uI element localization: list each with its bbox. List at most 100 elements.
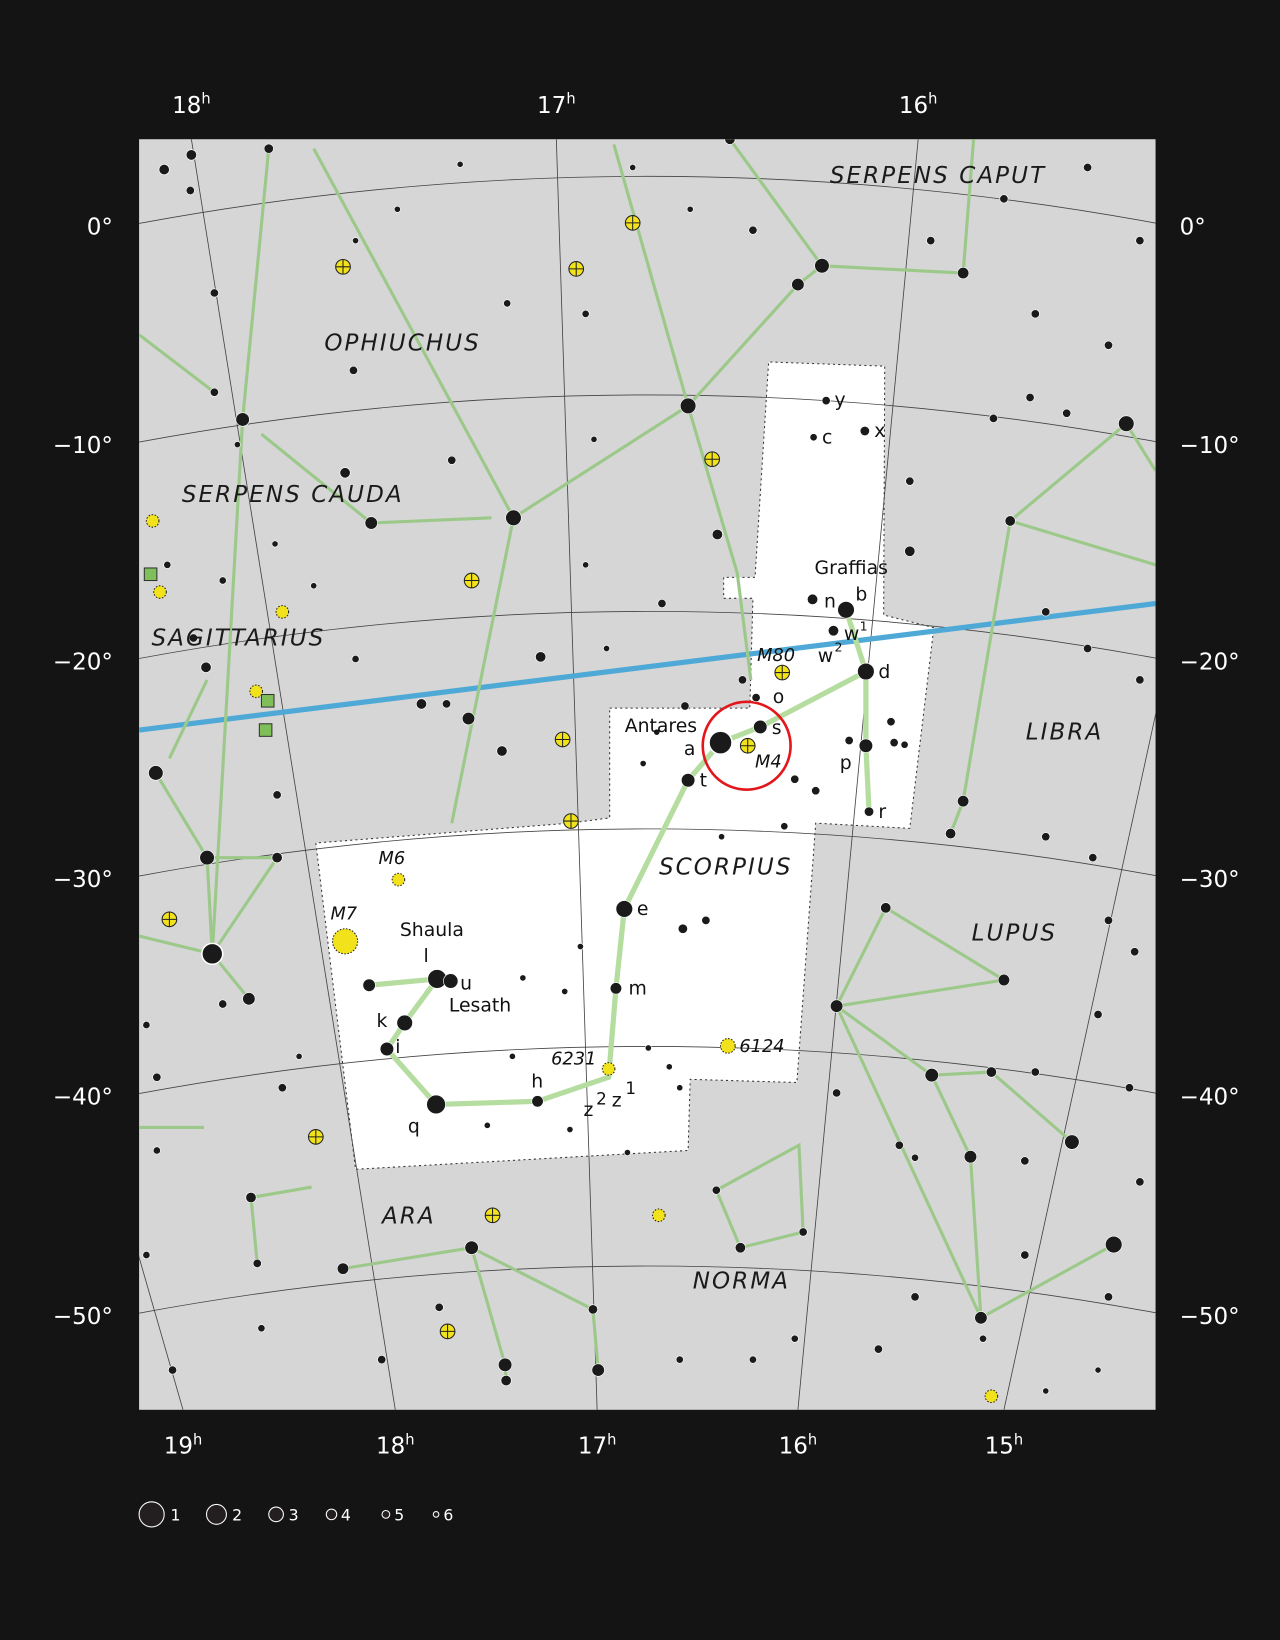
star — [748, 225, 758, 235]
star-name-shaula: Shaula — [400, 920, 464, 941]
star — [1020, 1250, 1030, 1260]
ra-bottom-label: 17h — [578, 1431, 617, 1459]
coordinate-grid — [139, 139, 1156, 1410]
dec-label-left: −20° — [53, 649, 113, 675]
constellation-line — [450, 517, 516, 824]
star — [188, 633, 198, 643]
star — [830, 999, 844, 1013]
star — [590, 435, 598, 443]
legend-label: 3 — [289, 1506, 299, 1525]
constellation-scorpius: SCORPIUS — [659, 854, 793, 880]
object-m6: M6 — [379, 849, 406, 869]
constellation-serpens-cauda: SERPENS CAUDA — [182, 482, 404, 508]
star — [679, 397, 697, 415]
star — [1025, 393, 1035, 403]
star — [257, 1324, 266, 1333]
star — [1042, 1387, 1050, 1395]
star — [858, 738, 873, 753]
star — [624, 1149, 631, 1156]
star — [500, 1374, 512, 1387]
star — [245, 1191, 257, 1204]
greek-label: n — [824, 592, 836, 613]
star — [218, 999, 228, 1009]
greek-label: 1 — [625, 1078, 636, 1098]
star — [711, 1185, 721, 1195]
constellation-line — [139, 333, 216, 394]
star — [582, 561, 590, 569]
star — [142, 1251, 151, 1260]
greek-label: u — [460, 973, 472, 994]
star — [1020, 1156, 1030, 1166]
star — [277, 1083, 287, 1093]
star — [653, 728, 661, 736]
star — [957, 267, 970, 280]
ra-bottom-label: 15h — [985, 1431, 1024, 1459]
star — [1105, 1235, 1123, 1254]
nebula-icon — [260, 693, 275, 708]
greek-label: k — [376, 1011, 387, 1032]
constellation-line — [470, 1246, 594, 1311]
constellation-line — [342, 1246, 472, 1271]
star — [201, 942, 224, 966]
star — [873, 1344, 883, 1354]
star — [535, 651, 547, 663]
constellation-line — [139, 934, 213, 956]
object-ngc6124: 6124 — [739, 1037, 784, 1057]
greek-label: c — [822, 428, 832, 449]
open-cluster-icon — [984, 1389, 999, 1404]
star — [351, 654, 360, 663]
star — [483, 1121, 491, 1129]
star — [393, 205, 401, 213]
star — [242, 992, 256, 1006]
star — [886, 717, 896, 727]
star — [864, 806, 875, 817]
star — [780, 822, 789, 831]
star — [791, 277, 805, 292]
star — [880, 902, 892, 914]
star — [271, 540, 279, 548]
star — [615, 900, 633, 918]
star — [999, 194, 1009, 204]
star — [1104, 340, 1113, 350]
greek-label: i — [395, 1037, 400, 1058]
object-m4: M4 — [755, 753, 782, 773]
star — [1041, 607, 1051, 617]
star — [1124, 1083, 1134, 1093]
constellation-line — [249, 1197, 259, 1264]
star — [1083, 644, 1093, 653]
constellation-lupus: LUPUS — [972, 920, 1057, 946]
open-cluster-icon — [249, 684, 264, 699]
dec-label-right: −20° — [1180, 649, 1240, 675]
star — [252, 1258, 262, 1268]
star — [889, 738, 899, 748]
star — [1135, 236, 1145, 246]
dec-line — [139, 610, 1156, 659]
star — [185, 149, 197, 161]
dec-label-left: −30° — [53, 867, 113, 893]
star — [348, 365, 358, 375]
globular-cluster-icon — [335, 259, 351, 275]
star — [790, 1334, 799, 1343]
globular-cluster-icon — [704, 451, 720, 467]
star — [988, 413, 998, 423]
nebula-icon — [258, 723, 273, 737]
star — [609, 982, 623, 995]
star — [396, 1014, 413, 1032]
scorpius-line — [843, 609, 872, 812]
star — [1135, 1177, 1145, 1187]
star — [811, 786, 821, 796]
constellation-line — [833, 906, 1009, 1009]
star — [415, 698, 427, 710]
star — [561, 988, 569, 995]
legend-label: 2 — [232, 1506, 242, 1525]
star — [295, 1052, 303, 1060]
star — [807, 593, 819, 605]
legend-label: 1 — [170, 1506, 180, 1525]
star — [1104, 915, 1113, 925]
star — [233, 441, 241, 449]
dec-label-right: −40° — [1180, 1084, 1240, 1110]
constellation-line — [835, 1005, 983, 1319]
star — [680, 773, 696, 788]
star — [748, 1355, 757, 1364]
